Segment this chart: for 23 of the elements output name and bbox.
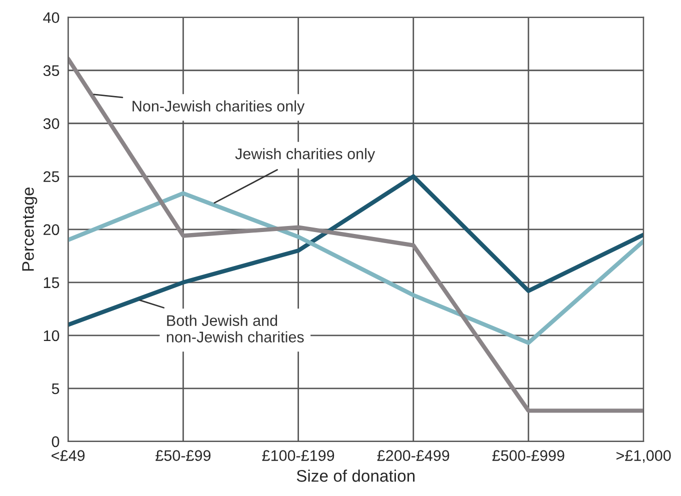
x-tick-label: £200-£499 — [377, 450, 450, 461]
y-tick-label: 40 — [43, 12, 60, 24]
line-series — [68, 174, 644, 327]
line-series — [68, 191, 644, 345]
y-tick-label: 15 — [44, 277, 60, 288]
x-axis-title: Size of donation — [296, 470, 415, 482]
y-tick-label: 5 — [52, 383, 60, 394]
x-tick-label: >£1,000 — [616, 450, 671, 463]
x-tick-label: £50-£99 — [156, 450, 210, 461]
y-tick-label: 30 — [43, 118, 60, 130]
y-tick-label: 25 — [44, 171, 60, 182]
y-tick-label: 10 — [44, 330, 60, 342]
y-tick-label: 35 — [43, 65, 60, 76]
line-series — [68, 56, 644, 413]
x-tick-label: <£49 — [52, 450, 85, 461]
y-tick-label: 0 — [52, 436, 60, 448]
series-label: Non-Jewish charities only — [132, 100, 305, 115]
y-axis-title: Percentage — [22, 188, 38, 271]
x-tick-label: £500-£999 — [492, 450, 564, 461]
text: Jewish charities only — [235, 148, 376, 162]
x-tick-label: £100-£199 — [262, 450, 334, 461]
series-label: Both Jewish and non-Jewish charities — [166, 314, 304, 342]
y-tick-label: 20 — [44, 224, 60, 236]
